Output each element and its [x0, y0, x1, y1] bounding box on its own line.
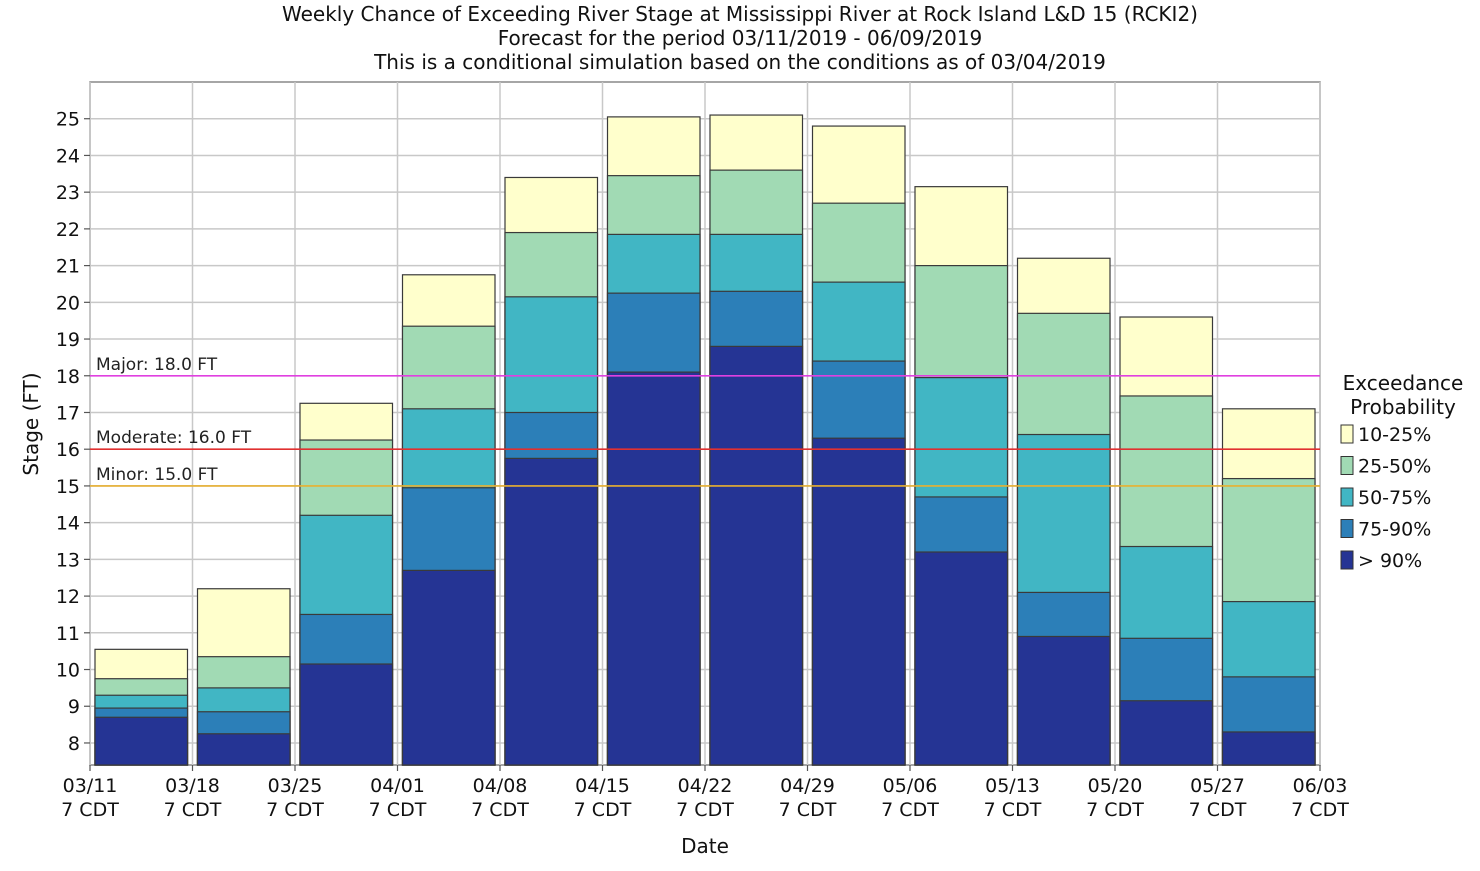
- x-tick-time: 7 CDT: [676, 799, 734, 821]
- x-tick-time: 7 CDT: [61, 799, 119, 821]
- x-tick-date: 04/29: [780, 775, 835, 797]
- x-tick-date: 05/06: [883, 775, 938, 797]
- y-tick-label: 11: [56, 623, 80, 645]
- legend-label-4: > 90%: [1358, 550, 1422, 572]
- bar-segment-gt90-week-2: [299, 663, 394, 766]
- stacked-bars: [94, 114, 1316, 766]
- legend-swatch-1: [1340, 456, 1354, 475]
- y-tick-label: 25: [56, 109, 80, 131]
- x-tick-time: 7 CDT: [881, 799, 939, 821]
- x-tick-date: 03/18: [165, 775, 220, 797]
- x-tick-time: 7 CDT: [984, 799, 1042, 821]
- x-tick-time: 7 CDT: [1291, 799, 1349, 821]
- legend-label-0: 10-25%: [1358, 424, 1431, 446]
- chart-subtitle: Forecast for the period 03/11/2019 - 06/…: [498, 26, 983, 50]
- y-tick-label: 23: [56, 182, 80, 204]
- bar-segment-gt90-week-11: [1221, 731, 1316, 766]
- x-tick-time: 7 CDT: [574, 799, 632, 821]
- x-tick-date: 05/27: [1190, 775, 1245, 797]
- y-tick-label: 10: [56, 660, 80, 682]
- legend-label-3: 75-90%: [1358, 519, 1431, 541]
- bar-segment-gt90-week-8: [914, 551, 1009, 766]
- x-tick-time: 7 CDT: [471, 799, 529, 821]
- x-tick-date: 06/03: [1293, 775, 1348, 797]
- bar-segment-gt90-week-1: [196, 733, 291, 766]
- y-tick-label: 18: [56, 366, 80, 388]
- legend-swatch-2: [1340, 487, 1354, 507]
- flood-stage-lines: Major: 18.0 FT Moderate: 16.0 FT Minor: 15…: [90, 355, 1320, 487]
- y-tick-label: 24: [56, 145, 80, 167]
- x-tick-time: 7 CDT: [164, 799, 222, 821]
- y-tick-label: 19: [56, 329, 80, 351]
- y-tick-label: 15: [56, 476, 80, 498]
- x-tick-date: 03/11: [63, 775, 118, 797]
- y-tick-label: 12: [56, 586, 80, 608]
- x-tick-date: 04/22: [678, 775, 733, 797]
- y-tick-label: 9: [68, 696, 80, 718]
- x-axis-label: Date: [681, 834, 729, 858]
- y-tick-label: 21: [56, 256, 80, 278]
- bar-segment-gt90-week-9: [1016, 635, 1111, 766]
- bar-segment-gt90-week-3: [401, 569, 496, 766]
- x-tick-date: 04/15: [575, 775, 630, 797]
- bar-segment-gt90-week-4: [504, 457, 599, 766]
- y-tick-label: 14: [56, 513, 80, 535]
- x-tick-date: 04/01: [370, 775, 425, 797]
- x-tick-time: 7 CDT: [1086, 799, 1144, 821]
- bar-segment-gt90-week-6: [709, 345, 804, 766]
- y-axis-ticks: 8 9 10 11 12 13 14 15 16 17 18 19 20 21 22 23 24 25: [56, 109, 90, 755]
- y-tick-label: 16: [56, 439, 80, 461]
- legend-title-line1: Exceedance: [1343, 371, 1464, 395]
- y-tick-label: 8: [68, 733, 80, 755]
- x-tick-time: 7 CDT: [779, 799, 837, 821]
- y-axis-label: Stage (FT): [19, 372, 43, 475]
- legend-label-1: 25-50%: [1358, 456, 1431, 478]
- x-tick-date: 03/25: [268, 775, 323, 797]
- y-tick-label: 20: [56, 292, 80, 314]
- bar-segment-gt90-week-10: [1119, 700, 1214, 766]
- legend-swatch-4: [1340, 550, 1354, 570]
- x-tick-date: 04/08: [473, 775, 528, 797]
- bar-segment-gt90-week-5: [606, 371, 701, 766]
- flood-label-1: Moderate: 16.0 FT: [96, 428, 252, 448]
- flood-label-2: Minor: 15.0 FT: [96, 465, 218, 485]
- x-tick-time: 7 CDT: [1189, 799, 1247, 821]
- x-tick-time: 7 CDT: [266, 799, 324, 821]
- y-tick-label: 22: [56, 219, 80, 241]
- chart-subtitle-2: This is a conditional simulation based o…: [373, 50, 1106, 74]
- x-tick-date: 05/20: [1088, 775, 1143, 797]
- y-tick-label: 13: [56, 549, 80, 571]
- legend-label-2: 50-75%: [1358, 487, 1431, 509]
- flood-label-0: Major: 18.0 FT: [96, 355, 218, 375]
- legend-swatch-0: [1340, 424, 1354, 444]
- x-tick-date: 05/13: [985, 775, 1040, 797]
- x-tick-time: 7 CDT: [369, 799, 427, 821]
- chart-title: Weekly Chance of Exceeding River Stage a…: [282, 2, 1198, 26]
- bar-segment-gt90-week-0: [94, 716, 189, 766]
- y-tick-label: 17: [56, 402, 80, 424]
- legend: Exceedance Probability 10-25% 25-50% 50-75…: [1340, 371, 1464, 572]
- bar-segment-gt90-week-7: [811, 437, 906, 766]
- legend-swatch-3: [1340, 519, 1354, 538]
- legend-title-line2: Probability: [1350, 395, 1456, 419]
